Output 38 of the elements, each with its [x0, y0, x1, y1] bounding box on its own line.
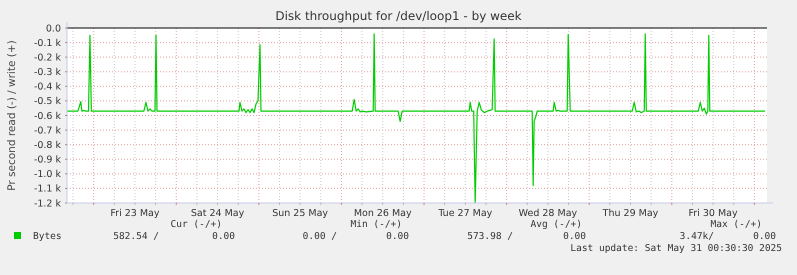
x-tick-label: Fri 23 May — [110, 208, 160, 219]
y-tick-label: -0.1 k — [34, 38, 62, 49]
text: 0.00 — [386, 231, 410, 242]
x-tick-label: Thu 29 May — [602, 208, 659, 219]
y-axis-title: Pr second read (-) / write (+) — [6, 40, 18, 191]
y-tick-label: -0.3 k — [34, 67, 62, 78]
y-tick-label: -0.9 k — [34, 154, 62, 166]
y-tick-label: -1.0 k — [34, 169, 62, 180]
x-tick-label: Wed 28 May — [518, 208, 578, 219]
text: 0.00 / — [302, 231, 337, 242]
y-tick-label: -0.6 k — [34, 110, 62, 122]
y-tick-label: -1.1 k — [34, 184, 62, 195]
y-tick-label: -1.2 k — [34, 198, 62, 210]
x-tick-label: Sat 24 May — [190, 208, 245, 219]
line-series — [66, 33, 766, 204]
text: Cur (-/+) — [170, 219, 222, 230]
text: Last update: Sat May 31 00:30:30 2025 — [570, 243, 782, 254]
text: 573.98 / — [467, 231, 513, 242]
y-tick-label: -0.4 k — [34, 82, 62, 93]
y-tick-label: -0.8 k — [34, 140, 62, 151]
text: Min (-/+) — [350, 219, 402, 230]
text: 0.00 — [563, 231, 586, 242]
text: 0.00 — [212, 231, 236, 242]
y-tick-label: 0.0 — [46, 23, 61, 34]
text: Avg (-/+) — [530, 219, 582, 230]
x-tick-label: Sun 25 May — [272, 208, 328, 219]
text: Max (-/+) — [710, 219, 762, 230]
text: 3.47k/ — [680, 231, 714, 242]
legend-label: Bytes — [33, 231, 62, 242]
x-tick-label: Tue 27 May — [437, 208, 493, 219]
y-tick-label: -0.7 k — [34, 125, 62, 136]
y-tick-label: -0.2 k — [34, 52, 62, 64]
x-tick-label: Fri 30 May — [688, 208, 738, 219]
x-tick-label: Mon 26 May — [354, 208, 412, 219]
text: 0.00 — [753, 231, 776, 242]
chart-title: Disk throughput for /dev/loop1 - by week — [275, 9, 522, 23]
text: 582.54 / — [113, 231, 159, 242]
y-tick-label: -0.5 k — [34, 96, 62, 108]
